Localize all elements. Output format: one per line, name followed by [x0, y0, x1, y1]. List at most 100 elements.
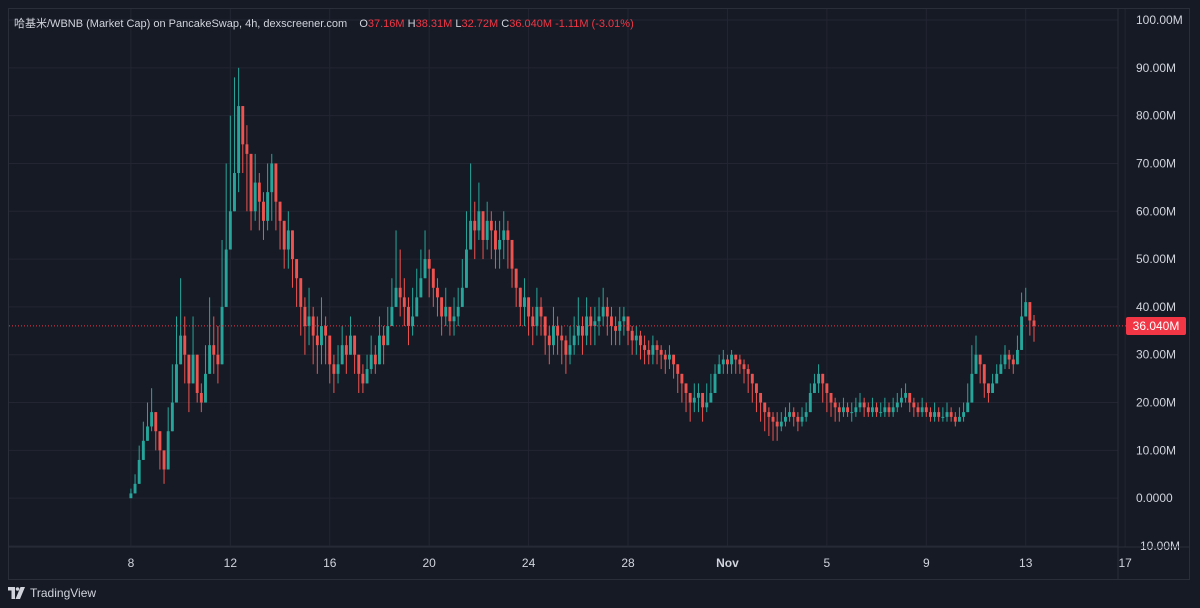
candle-body — [224, 249, 228, 307]
high-value: 38.31M — [415, 18, 453, 30]
candle-body — [783, 416, 787, 422]
candle-body — [179, 335, 183, 365]
close-label: C — [501, 18, 510, 30]
y-tick-label: 80.00M — [1136, 109, 1176, 123]
candle-body — [1003, 354, 1007, 365]
candle-body — [912, 402, 916, 408]
candle-body — [647, 349, 651, 355]
candle-body — [365, 369, 369, 384]
candle-body — [340, 345, 344, 365]
candle-body — [527, 297, 531, 317]
candle-body — [407, 306, 410, 327]
candle-body — [332, 364, 336, 374]
candle-body — [274, 163, 278, 202]
candle-body — [390, 306, 394, 327]
candle-body — [875, 407, 879, 413]
candle-body — [825, 383, 829, 393]
candle-body — [866, 407, 870, 413]
change-value: -1.11M (-3.01%) — [555, 18, 634, 30]
candle-body — [833, 402, 837, 408]
x-tick-label: 5 — [824, 556, 831, 570]
candle-body — [879, 412, 883, 414]
candle-body — [357, 354, 361, 374]
candle-body — [850, 412, 854, 414]
candle-body — [249, 153, 253, 212]
candle-body — [1020, 316, 1024, 350]
candle-body — [427, 259, 431, 269]
candle-body — [382, 335, 386, 346]
candle-body — [303, 306, 307, 327]
candle-body — [862, 402, 866, 408]
candle-body — [899, 397, 903, 403]
candle-body — [995, 373, 999, 384]
x-tick-label: Nov — [716, 556, 739, 570]
candle-body — [469, 220, 473, 250]
candle-body — [353, 335, 357, 355]
candle-body — [514, 268, 518, 288]
candle-body — [639, 335, 642, 346]
candle-body — [626, 316, 630, 331]
candle-body — [713, 373, 717, 393]
candle-body — [904, 392, 908, 398]
candle-body — [556, 326, 560, 336]
candle-body — [233, 173, 236, 212]
candle-body — [953, 416, 957, 422]
candle-body — [411, 316, 415, 327]
candle-body — [1015, 349, 1019, 365]
candle-body — [481, 211, 485, 240]
candle-body — [589, 316, 593, 327]
x-tick-label: 24 — [522, 556, 536, 570]
candle-body — [166, 431, 170, 470]
candle-body — [726, 359, 729, 365]
candle-body — [999, 364, 1003, 374]
y-tick-label: 20.00M — [1136, 396, 1176, 410]
candle-body — [854, 407, 858, 413]
candle-body — [982, 364, 986, 384]
y-tick-label: 70.00M — [1136, 156, 1176, 170]
last-price-tag: 36.040M — [1126, 316, 1186, 335]
candle-body — [452, 316, 456, 322]
y-tick-label: 30.00M — [1136, 348, 1176, 362]
candle-body — [473, 220, 477, 231]
candle-body — [622, 316, 626, 322]
candle-body — [614, 326, 618, 331]
candle-body — [705, 402, 709, 408]
candle-body — [634, 335, 638, 341]
candle-body — [361, 373, 365, 384]
candle-body — [523, 297, 526, 307]
candle-body — [750, 373, 754, 384]
candle-body — [610, 316, 613, 327]
candle-body — [891, 407, 895, 413]
candle-body — [655, 345, 659, 350]
candle-body — [771, 416, 775, 422]
candle-body — [812, 383, 816, 393]
candle-body — [564, 340, 568, 355]
candle-body — [986, 383, 990, 393]
candle-body — [204, 373, 207, 403]
candle-body — [717, 364, 721, 374]
candle-body — [643, 345, 647, 350]
candle-body — [431, 268, 435, 288]
x-tick-label: 9 — [923, 556, 930, 570]
x-tick-label: 8 — [128, 556, 135, 570]
chart-plot-area[interactable] — [8, 8, 1190, 580]
candle-body — [684, 383, 688, 393]
tradingview-brand[interactable]: TradingView — [30, 586, 97, 600]
candle-body — [320, 326, 323, 346]
candle-body — [870, 407, 874, 413]
candle-body — [220, 306, 224, 365]
candle-body — [502, 230, 506, 240]
candle-body — [295, 259, 299, 279]
candle-body — [423, 259, 427, 279]
candle-body — [1011, 359, 1015, 365]
candle-body — [957, 416, 961, 422]
candle-body — [1024, 302, 1028, 317]
candle-body — [228, 211, 232, 250]
candle-body — [593, 321, 597, 327]
candle-body — [216, 354, 220, 365]
candle-body — [829, 392, 833, 403]
candle-body — [949, 412, 953, 417]
candle-body — [800, 416, 804, 422]
